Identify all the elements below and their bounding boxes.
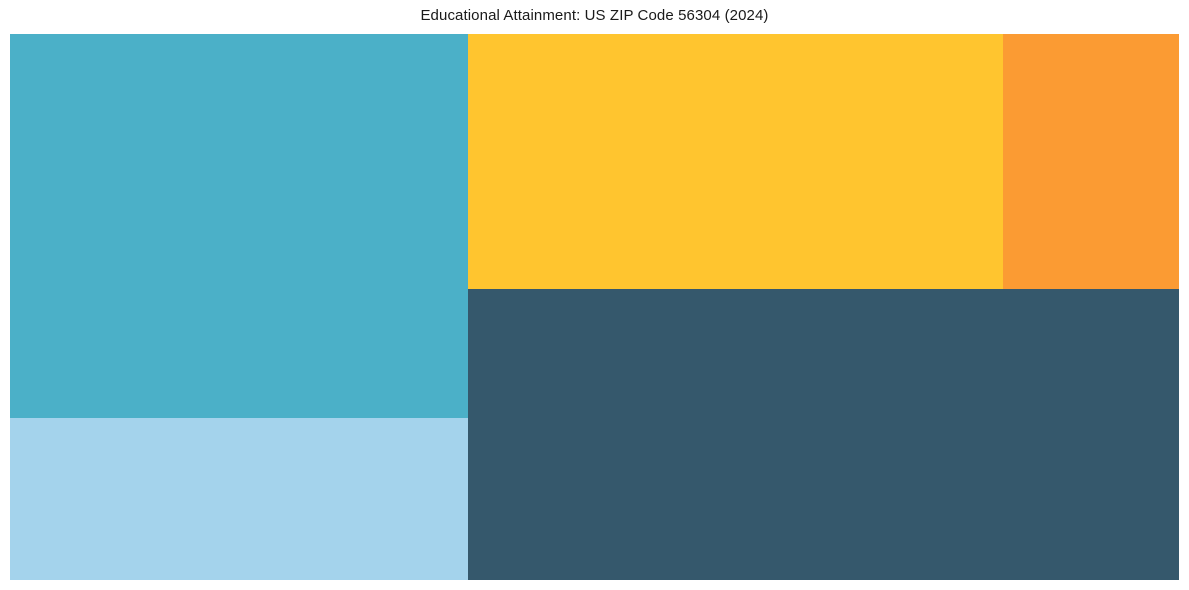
treemap-plot-area: High school graduate (includes equivalen…: [10, 34, 1179, 580]
treemap-tile[interactable]: Some college, no degree: [10, 34, 468, 418]
treemap-tile[interactable]: Associate's degree: [10, 418, 468, 580]
chart-title: Educational Attainment: US ZIP Code 5630…: [420, 7, 769, 24]
treemap-tile[interactable]: Graduate or professional degree: [1003, 34, 1179, 289]
treemap-tile[interactable]: Bachelor's degree: [468, 34, 1003, 289]
treemap-tile[interactable]: High school graduate (includes equivalen…: [468, 289, 1179, 580]
